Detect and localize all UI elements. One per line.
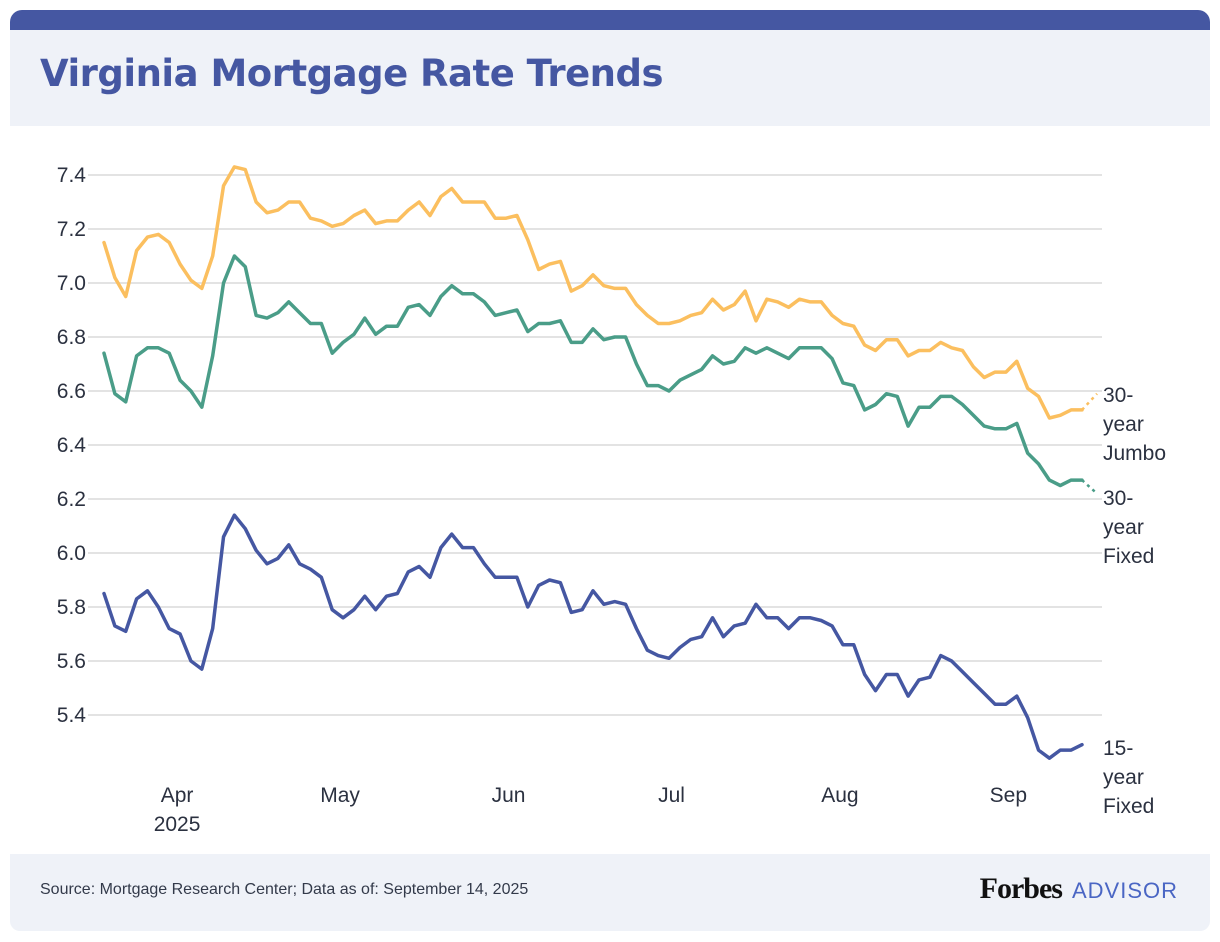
y-tick-label: 6.6 xyxy=(57,380,86,403)
x-tick-label: Apr xyxy=(161,784,194,807)
y-tick-label: 5.4 xyxy=(57,704,87,727)
x-tick-label: May xyxy=(320,784,360,807)
series-label: 30- xyxy=(1103,487,1133,510)
y-tick-label: 6.8 xyxy=(57,326,86,349)
y-tick-label: 6.0 xyxy=(57,542,86,565)
series-lines xyxy=(102,165,1098,760)
header-accent-bar xyxy=(10,10,1210,30)
y-tick-label: 6.2 xyxy=(57,488,86,511)
page-title: Virginia Mortgage Rate Trends xyxy=(40,52,664,95)
y-tick-label: 7.2 xyxy=(57,218,86,241)
y-tick-label: 7.4 xyxy=(57,164,87,187)
header-panel: Virginia Mortgage Rate Trends xyxy=(10,30,1210,126)
series-label: 15- xyxy=(1103,737,1133,760)
x-tick-label: Sep xyxy=(990,784,1027,807)
series-tail-dashed xyxy=(1081,479,1098,495)
x-axis-ticks: Apr 2025 May Jun Jul Aug Sep xyxy=(154,784,1027,836)
source-note: Source: Mortgage Research Center; Data a… xyxy=(40,881,529,898)
series-labels: 30- year Jumbo 30- year Fixed 15- year Fixed xyxy=(1103,384,1166,818)
y-tick-label: 7.0 xyxy=(57,272,86,295)
series-line-2 xyxy=(102,513,1084,760)
y-tick-label: 6.4 xyxy=(57,434,87,457)
series-label: year xyxy=(1103,766,1144,789)
y-tick-label: 5.8 xyxy=(57,596,86,619)
series-label: Fixed xyxy=(1103,795,1154,818)
series-label: year xyxy=(1103,413,1144,436)
x-tick-label: Jul xyxy=(658,784,685,807)
y-axis-ticks: 5.4 5.6 5.8 6.0 6.2 6.4 6.6 6.8 7.0 7.2 7.4 xyxy=(57,164,87,727)
series-tail-dashed xyxy=(1081,392,1098,411)
logo-forbes: Forbes xyxy=(979,872,1063,905)
logo-advisor: ADVISOR xyxy=(1071,878,1178,903)
footer-panel: Source: Mortgage Research Center; Data a… xyxy=(10,854,1210,931)
series-line-1 xyxy=(102,254,1084,488)
series-label: Jumbo xyxy=(1103,442,1166,465)
x-tick-label: Jun xyxy=(492,784,526,807)
series-label: Fixed xyxy=(1103,545,1154,568)
x-tick-label: Aug xyxy=(821,784,858,807)
gridlines xyxy=(88,174,1102,716)
series-label: 30- xyxy=(1103,384,1133,407)
line-chart: 5.4 5.6 5.8 6.0 6.2 6.4 6.6 6.8 7.0 7.2 7.4 Apr 202… xyxy=(57,164,1166,836)
series-label: year xyxy=(1103,516,1144,539)
forbes-advisor-logo: Forbes ADVISOR xyxy=(980,872,1178,906)
y-tick-label: 5.6 xyxy=(57,650,86,673)
x-tick-sublabel: 2025 xyxy=(154,813,201,836)
